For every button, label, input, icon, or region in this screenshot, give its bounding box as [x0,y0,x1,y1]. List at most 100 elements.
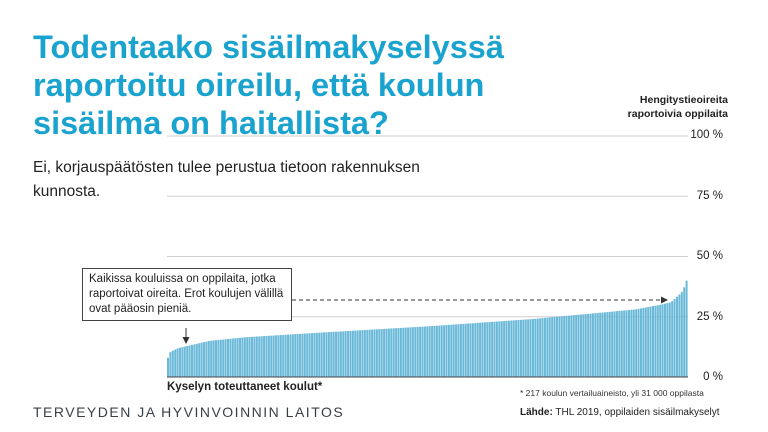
bar [195,343,198,377]
bar [452,324,455,377]
bar [229,338,232,377]
bar [414,327,417,377]
bar [387,328,390,377]
bar [467,323,470,377]
bar [543,317,546,377]
bar [591,313,594,377]
bar [239,337,242,377]
subtitle: Ei, korjauspäätösten tulee perustua tiet… [33,159,420,200]
bar [642,307,645,377]
callout-annotation: Kaikissa kouluissa on oppilaita, jotka r… [82,268,292,321]
bar [498,321,501,377]
bar [486,322,489,377]
bar [625,310,628,377]
bar [558,316,561,377]
bar [267,335,270,377]
footnote: * 217 koulun vertailuaineisto, yli 31 00… [520,388,704,398]
bar [421,326,424,377]
bar [366,329,369,377]
bar [395,328,398,377]
bar [311,333,314,377]
y-tick-label: 0 % [703,371,723,383]
bar [203,342,206,377]
bar [505,320,508,377]
bar [455,324,458,377]
bar [519,319,522,377]
bar [654,305,657,377]
bar [219,339,222,377]
bar [637,308,640,377]
bar [512,320,515,377]
bar [471,323,474,377]
organization-name: TERVEYDEN JA HYVINVOINNIN LAITOS [33,404,345,420]
bar [459,324,462,377]
bar [599,312,602,377]
bar [464,323,467,377]
bar [337,331,340,377]
bar [611,311,614,377]
bar [315,332,318,377]
bar [399,327,402,377]
bar [253,336,256,377]
bar [474,323,477,377]
bar [575,314,578,377]
bar [169,352,172,377]
bar [183,346,186,377]
bar [224,339,227,377]
bar [373,329,376,377]
bar [601,312,604,377]
bar [603,312,606,377]
bar [344,331,347,377]
bar [210,340,213,377]
bar [332,331,335,377]
bar [191,344,194,377]
bar [551,317,554,377]
arrow-down-icon [182,337,190,344]
bar [207,341,210,377]
bar [277,335,280,377]
y-tick-label: 100 % [690,129,723,141]
bar [572,315,575,377]
bar [589,313,592,377]
bar [663,303,666,377]
bar [236,338,239,377]
bar [287,334,290,377]
bar [469,323,472,377]
bar [423,326,426,377]
bar [443,325,446,377]
bar [529,319,532,377]
bar [507,320,510,377]
bar [402,327,405,377]
bar [630,309,633,377]
bar [579,314,582,377]
bar [594,313,597,377]
bar [515,320,518,377]
bar [246,337,249,377]
bar [517,320,520,377]
bar [186,346,189,377]
bar [356,330,359,377]
bar [255,336,258,377]
bar [678,294,681,377]
bar [323,332,326,377]
bar [296,334,299,377]
bar [613,311,616,377]
bar [479,322,482,377]
bar [330,331,333,377]
bar [546,317,549,377]
bar [303,333,306,377]
bar [416,326,419,377]
bar [661,304,664,377]
bar [476,322,479,377]
bar [272,335,275,377]
bar [683,287,686,377]
bar [673,298,676,377]
bar [301,333,304,377]
bar [181,347,184,377]
bar [632,309,635,377]
bar [620,310,623,377]
bar [671,301,674,377]
bar [282,334,285,377]
bar [325,332,328,377]
bar [553,316,556,377]
